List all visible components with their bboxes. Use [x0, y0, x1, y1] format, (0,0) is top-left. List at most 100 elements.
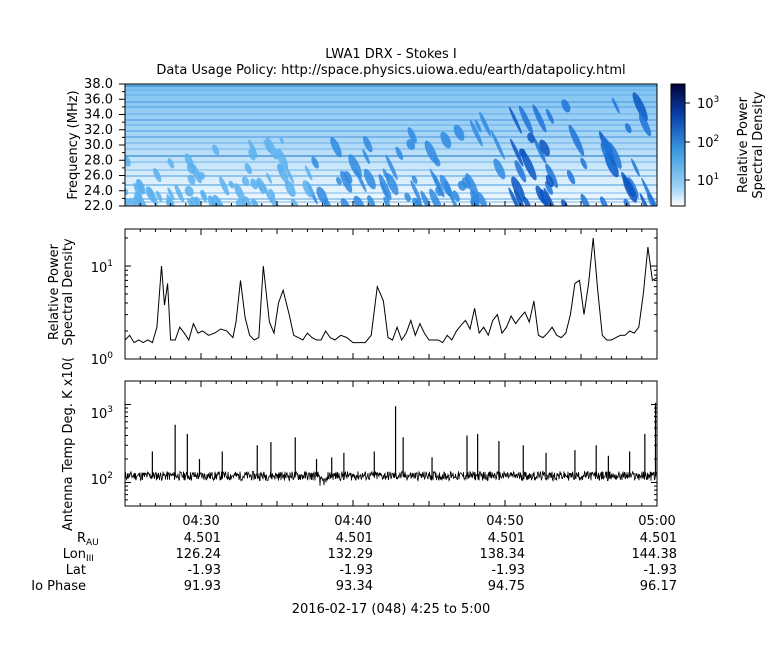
spectrogram-emission [166, 194, 177, 206]
spectrogram-emission [279, 136, 284, 145]
spectrogram-emission [362, 135, 373, 153]
spectrogram-emission [248, 139, 258, 158]
spectrogram-emission [580, 157, 588, 170]
spectrogram-ytick-label: 38.0 [84, 77, 113, 92]
spectrogram-emission [234, 183, 245, 202]
spectrogram-emission [474, 120, 482, 133]
spectrogram-emission [215, 194, 225, 206]
spectrogram-emission [385, 173, 399, 196]
spectrogram-emission [450, 196, 459, 206]
antenna-temp-ylabel: Antenna Temp Deg. K x10( [61, 357, 76, 531]
spectrogram-emission [527, 132, 536, 143]
spectrogram-emission [411, 175, 418, 184]
ephemeris-value: 94.75 [488, 579, 525, 594]
spectrogram-emission [508, 106, 522, 134]
ephemeris-table: R AU 4.501 4.501 4.501 4.501 Lon III 126.24 132.2… [31, 531, 677, 594]
spectrogram-emission [125, 197, 131, 206]
spectrogram-emission [340, 170, 353, 193]
spectrogram-emission [601, 136, 613, 156]
colorbar-label-line1: Relative Power [736, 96, 751, 193]
x-tick-label: 05:00 [638, 514, 675, 529]
spectrogram-emission [453, 124, 465, 141]
spectrogram-emission [268, 188, 276, 199]
spectrogram-emission [630, 158, 640, 177]
spectrogram-emission [493, 158, 506, 180]
spectrogram-emission [545, 181, 553, 195]
spectrogram-emission [167, 157, 175, 169]
spectrogram-emission [600, 143, 616, 174]
spectrogram-emission [187, 174, 196, 185]
spectrogram-emission [250, 178, 258, 190]
ephemeris-row-label: R [77, 531, 86, 546]
spectrogram-emission [641, 177, 656, 206]
spectrogram-emission [452, 190, 460, 202]
spectrogram-emission [470, 189, 480, 205]
ephemeris-value: -1.93 [339, 563, 373, 578]
power-ytick-10-1: 101 [91, 259, 113, 276]
x-tick-label: 04:40 [334, 514, 371, 529]
spectrogram-emission [187, 197, 195, 206]
spectrogram-emission [153, 168, 162, 183]
spectrogram-emission [435, 186, 443, 197]
spectrogram-emission [420, 190, 433, 206]
x-tick-label: 04:50 [486, 514, 523, 529]
spectrogram-emission [219, 176, 230, 196]
spectrogram-emission [265, 137, 278, 160]
spectrogram-ytick-label: 32.0 [84, 123, 113, 138]
antenna-temp-noise [125, 470, 657, 486]
spectrogram-emission [545, 174, 554, 188]
ephemeris-value: 126.24 [176, 547, 222, 562]
antenna-temp-frame [124, 380, 658, 507]
spectrogram-emission [257, 177, 267, 194]
spectrogram-emission [184, 186, 194, 197]
spectrogram-emission [511, 176, 526, 202]
spectrogram-ylabel: Frequency (MHz) [66, 90, 81, 199]
spectrogram-emission [276, 148, 289, 170]
spectrogram-emission [200, 189, 208, 201]
power-ylabel-line1: Relative Power [47, 243, 62, 340]
spectrogram-emission [533, 138, 547, 164]
spectrogram-emission [266, 172, 272, 184]
antenna-temp-xticks [124, 380, 658, 506]
spectrogram-emission [520, 149, 537, 181]
spectrogram-emission [335, 177, 342, 186]
spectrogram-emission [155, 190, 163, 202]
spectrogram-emission [580, 193, 591, 206]
ephemeris-value: 4.501 [184, 531, 221, 546]
spectrogram-emission [624, 123, 632, 134]
ephemeris-value: -1.93 [187, 563, 221, 578]
spectrogram-emission [404, 192, 411, 202]
spectrogram-emission [244, 163, 252, 175]
spectrogram-emission [248, 149, 256, 161]
spectrogram-emission [545, 108, 554, 124]
spectrogram-emission [256, 179, 264, 195]
spectrogram-emission [367, 195, 376, 206]
spectrogram-emission [135, 179, 146, 195]
spectrogram-emission [277, 163, 284, 174]
spectrogram-emission [284, 180, 296, 197]
spectrogram-emission [302, 180, 314, 198]
spectrogram-emission [638, 113, 652, 137]
spectrogram-emission [410, 180, 422, 204]
spectrogram-emission [167, 187, 175, 201]
ephemeris-row-label: Lat [66, 563, 86, 578]
spectrogram-emission [285, 166, 295, 185]
spectrogram-emission [518, 148, 527, 158]
ephemeris-value: -1.93 [643, 563, 677, 578]
spectrogram-emission [348, 154, 362, 179]
spectrogram-emission [469, 120, 483, 147]
chart-subtitle: Data Usage Policy: http://space.physics.… [156, 63, 625, 78]
spectrogram-emission [407, 127, 417, 144]
colorbar-label-line2: Spectral Density [751, 91, 766, 199]
spectrogram-ytick-label: 26.0 [84, 169, 113, 184]
chart-title: LWA1 DRX - Stokes I [325, 47, 457, 62]
spectrogram-emission [440, 131, 452, 149]
spectrogram-emission [518, 105, 534, 135]
power-panel: 101 100 Relative Power Spectral Density [47, 228, 658, 368]
spectrogram-emission [510, 138, 524, 167]
spectrogram-emission [197, 171, 205, 180]
ephemeris-value: 138.34 [480, 547, 526, 562]
ephemeris-value: 144.38 [632, 547, 678, 562]
spectrogram-emission [242, 196, 252, 206]
